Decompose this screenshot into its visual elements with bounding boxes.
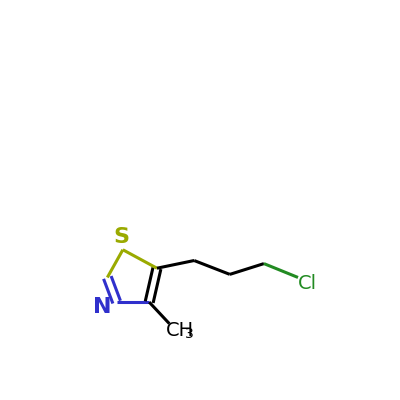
Text: N: N	[94, 297, 112, 317]
Text: S: S	[113, 228, 129, 248]
Text: Cl: Cl	[298, 274, 317, 293]
Text: 3: 3	[185, 327, 194, 341]
Text: CH: CH	[166, 321, 194, 340]
